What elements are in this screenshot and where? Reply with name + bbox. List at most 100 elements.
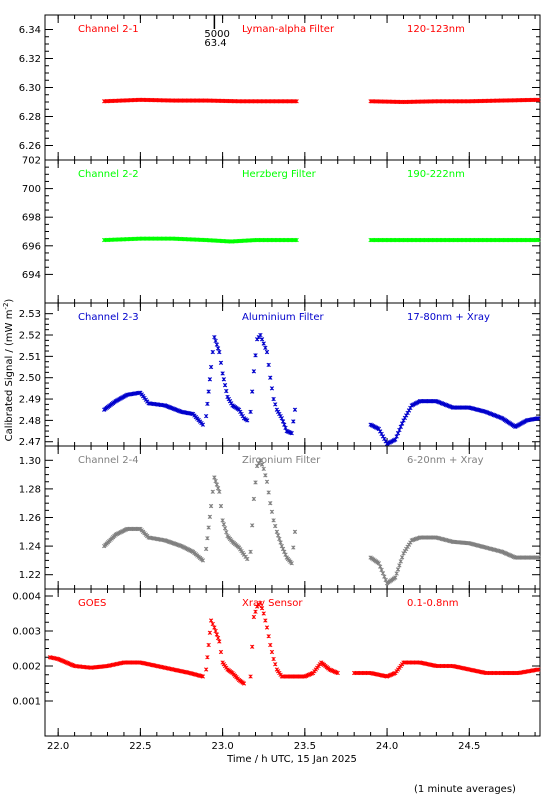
data-point bbox=[207, 630, 213, 635]
data-point bbox=[269, 649, 275, 655]
panel-label: GOES bbox=[78, 598, 106, 609]
data-point bbox=[206, 525, 211, 530]
y-tick-label: 0.003 bbox=[12, 627, 41, 638]
y-tick-label: 6.26 bbox=[19, 141, 41, 152]
data-point bbox=[258, 600, 263, 606]
y-tick-label: 0.002 bbox=[12, 662, 41, 673]
data-point bbox=[292, 529, 298, 534]
data-point bbox=[210, 349, 215, 355]
data-point bbox=[261, 611, 266, 616]
data-point bbox=[200, 422, 206, 427]
data-point bbox=[291, 545, 296, 550]
data-point bbox=[208, 618, 214, 623]
data-point bbox=[208, 364, 214, 370]
y-tick-label: 2.52 bbox=[19, 331, 41, 342]
data-point bbox=[215, 346, 221, 351]
data-point bbox=[210, 621, 215, 627]
x-tick-label: 24.5 bbox=[458, 741, 480, 752]
y-tick-label: 6.30 bbox=[19, 83, 41, 94]
data-point bbox=[292, 407, 298, 412]
series-segment bbox=[352, 660, 541, 679]
data-point bbox=[205, 401, 210, 407]
data-point bbox=[274, 529, 280, 534]
data-point bbox=[215, 635, 221, 641]
y-tick-label: 700 bbox=[22, 184, 41, 195]
data-point bbox=[382, 574, 387, 579]
data-point bbox=[200, 674, 206, 679]
x-tick-label: 22.5 bbox=[129, 741, 151, 752]
panel-label: 190-222nm bbox=[407, 169, 465, 180]
data-point bbox=[218, 649, 224, 655]
data-point bbox=[253, 609, 258, 614]
data-point bbox=[294, 99, 299, 104]
data-point bbox=[379, 567, 384, 573]
data-point bbox=[248, 409, 253, 415]
data-point bbox=[214, 342, 220, 347]
y-tick-label: 1.24 bbox=[19, 542, 41, 553]
y-tick-label: 1.28 bbox=[19, 484, 41, 495]
data-point bbox=[278, 540, 283, 545]
annotation-text: 63.4 bbox=[204, 38, 226, 49]
series-segment bbox=[368, 399, 541, 447]
data-point bbox=[212, 475, 217, 480]
data-point bbox=[263, 345, 268, 350]
data-point bbox=[268, 642, 273, 648]
data-point bbox=[250, 523, 255, 528]
data-point bbox=[394, 571, 399, 576]
panel-5: 0.001 0.002 0.003 0.004 GOES Xray Sensor 0.1-0… bbox=[12, 588, 541, 737]
panel-label: Aluminium Filter bbox=[242, 312, 325, 323]
data-point bbox=[395, 567, 401, 572]
series-segment bbox=[204, 475, 250, 562]
panel-label: 6-20nm + Xray bbox=[407, 455, 484, 466]
series-segment bbox=[248, 332, 298, 436]
data-point bbox=[268, 501, 273, 506]
data-point bbox=[294, 237, 299, 243]
data-point bbox=[258, 332, 263, 338]
data-point bbox=[218, 503, 224, 509]
data-point bbox=[213, 338, 218, 344]
data-point bbox=[259, 337, 265, 342]
panel-frame bbox=[44, 159, 541, 304]
data-point bbox=[206, 642, 211, 648]
data-point bbox=[536, 667, 541, 672]
data-point bbox=[220, 371, 225, 376]
data-point bbox=[279, 416, 284, 421]
panel-2: 694 696 698 700 702 Channel 2-2 Herzberg Filte… bbox=[22, 156, 541, 304]
data-point bbox=[217, 489, 222, 494]
series-segment bbox=[248, 458, 298, 566]
data-point bbox=[253, 353, 258, 358]
data-point bbox=[380, 571, 386, 576]
panel-1: 6.26 6.28 6.30 6.32 6.34 Channel 2-1 Lyman-alp… bbox=[19, 14, 541, 161]
panels-group: 6.26 6.28 6.30 6.32 6.34 Channel 2-1 Lyman-alp… bbox=[12, 14, 541, 752]
series-segment bbox=[368, 535, 541, 586]
data-point bbox=[248, 674, 253, 679]
data-point bbox=[264, 479, 270, 484]
data-point bbox=[253, 480, 258, 485]
panel-label: Zirconium Filter bbox=[242, 455, 321, 466]
data-point bbox=[289, 561, 294, 566]
data-point bbox=[269, 386, 275, 391]
data-point bbox=[220, 518, 225, 523]
y-tick-label: 2.50 bbox=[19, 373, 41, 384]
series-segment bbox=[47, 655, 206, 679]
data-point bbox=[205, 655, 210, 660]
data-point bbox=[378, 564, 383, 569]
data-point bbox=[264, 625, 270, 630]
data-point bbox=[273, 662, 278, 667]
data-point bbox=[275, 533, 281, 538]
data-point bbox=[214, 632, 220, 637]
data-point bbox=[271, 518, 276, 523]
panel-label: Channel 2-1 bbox=[78, 24, 139, 35]
data-point bbox=[282, 422, 287, 427]
data-point bbox=[536, 97, 541, 102]
data-point bbox=[200, 558, 206, 563]
data-point bbox=[271, 656, 276, 662]
data-point bbox=[398, 559, 403, 564]
x-tick-label: 22.0 bbox=[47, 741, 69, 752]
data-point bbox=[213, 478, 218, 484]
y-tick-label: 1.22 bbox=[19, 570, 41, 581]
data-point bbox=[215, 486, 221, 491]
y-tick-label: 2.51 bbox=[19, 352, 41, 363]
data-point bbox=[263, 618, 268, 623]
series-segment bbox=[102, 526, 206, 563]
